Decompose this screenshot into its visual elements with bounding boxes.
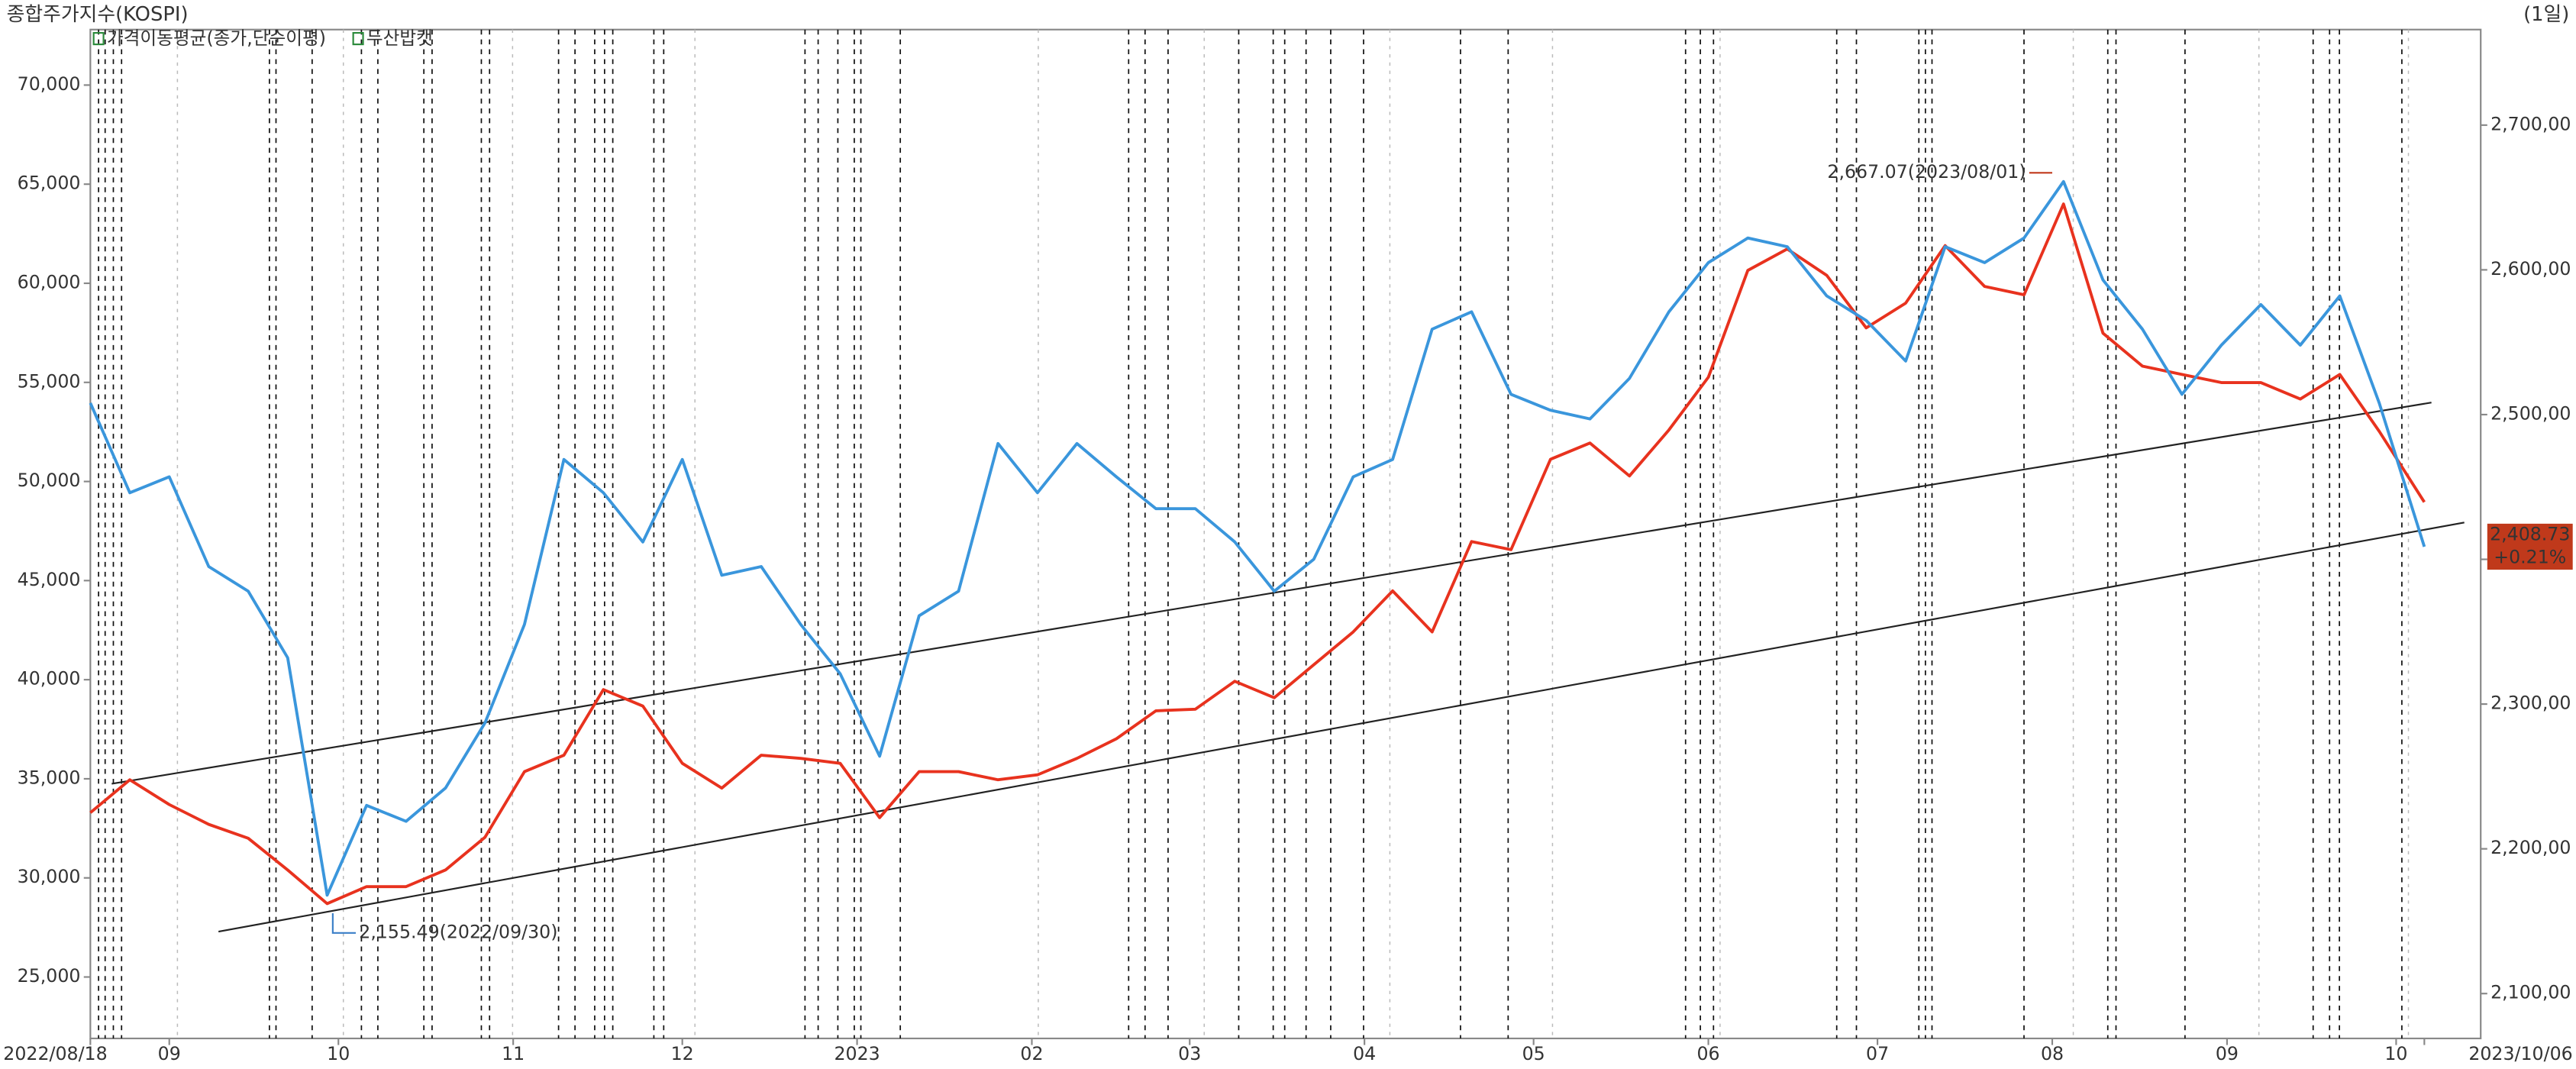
- x-tick-label: 02: [1020, 1043, 1043, 1064]
- last-value: 2,408.73: [2490, 523, 2570, 544]
- annotation-text: 2,667.07(2023/08/01): [1827, 161, 2026, 182]
- x-tick-label: 04: [1353, 1043, 1376, 1064]
- y-tick-label: 55,000: [18, 370, 81, 392]
- y2-tick-label: 2,700,00: [2490, 113, 2571, 134]
- channel-upper: [111, 402, 2432, 785]
- period-label: (1일): [2523, 3, 2569, 26]
- dotted-lines: [176, 29, 2410, 1038]
- x-tick-label: 05: [1522, 1043, 1545, 1064]
- plot-frame: [89, 28, 2482, 1040]
- event-lines: [98, 29, 2403, 1038]
- x-tick-label: 09: [2216, 1043, 2239, 1064]
- y-tick-label: 25,000: [18, 965, 81, 987]
- x-tick-label: 03: [1178, 1043, 1201, 1064]
- y-tick-label: 45,000: [18, 569, 81, 590]
- y2-tick-label: 2,100,00: [2490, 982, 2571, 1003]
- x-tick-label: 11: [502, 1043, 525, 1064]
- legend-series: 두산밥캣: [366, 27, 433, 49]
- y-tick-label: 50,000: [18, 470, 81, 491]
- y2-tick-label: 2,500,00: [2490, 402, 2571, 424]
- annotation-leader: [331, 913, 356, 934]
- x-tick-label: 2023: [834, 1043, 880, 1064]
- channel-lower: [218, 522, 2465, 933]
- x-tick-label: 12: [671, 1043, 694, 1064]
- y-tick-label: 60,000: [18, 271, 81, 292]
- x-tick-label: 2022/08/18: [3, 1043, 107, 1064]
- y2-tick-label: 2,200,00: [2490, 837, 2571, 858]
- last-value-box: [2487, 523, 2573, 570]
- chart-title: 종합주가지수(KOSPI): [7, 3, 189, 26]
- x-tick-label: 07: [1866, 1043, 1889, 1064]
- y-tick-label: 70,000: [18, 73, 81, 95]
- y2-tick-label: 2,600,00: [2490, 258, 2571, 279]
- legend-swatch: [352, 31, 364, 46]
- y2-tick-label: 2,300,00: [2490, 693, 2571, 714]
- y-tick-label: 30,000: [18, 866, 81, 887]
- annotation-text: 2,155.49(2022/09/30): [359, 921, 557, 942]
- x-tick-label: 06: [1697, 1043, 1720, 1064]
- y-tick-label: 35,000: [18, 767, 81, 788]
- legend-indicator: 가격이동평균(종가,단순이평): [107, 27, 326, 49]
- legend-swatch: [92, 31, 105, 46]
- x-tick-label: 09: [158, 1043, 181, 1064]
- series-line: [89, 179, 2426, 897]
- x-tick-label: 10: [327, 1043, 350, 1064]
- x-tick-label: 2023/10/06: [2468, 1043, 2572, 1064]
- last-change: +0.21%: [2494, 547, 2566, 568]
- y-tick-label: 40,000: [18, 668, 81, 690]
- y-tick-label: 65,000: [18, 173, 81, 194]
- x-tick-label: 10: [2384, 1043, 2407, 1064]
- series-line: [89, 202, 2426, 906]
- x-tick-label: 08: [2041, 1043, 2064, 1064]
